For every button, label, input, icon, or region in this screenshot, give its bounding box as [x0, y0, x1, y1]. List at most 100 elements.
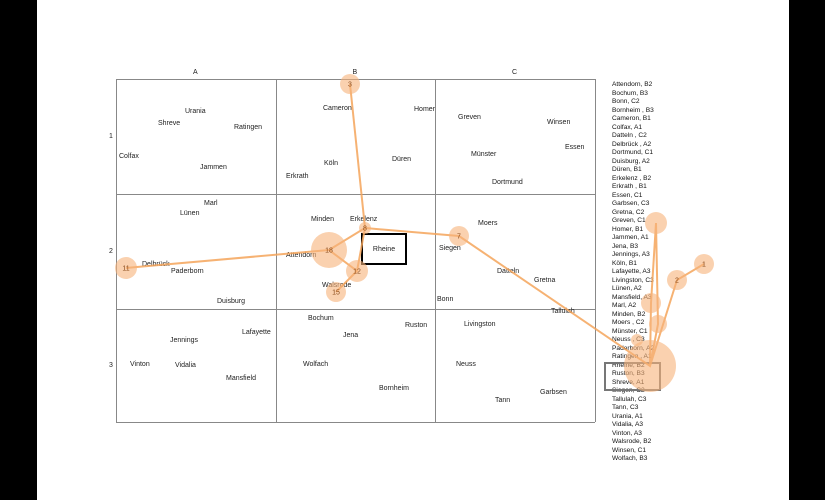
place-label[interactable]: Greven — [458, 114, 481, 121]
index-item[interactable]: Attendorn, B2 — [612, 81, 653, 88]
index-item[interactable]: Erkrath , B1 — [612, 183, 647, 190]
place-label[interactable]: Gretna — [534, 277, 556, 284]
scanpath-line — [125, 83, 705, 368]
index-item[interactable]: Garbsen, C3 — [612, 200, 650, 207]
place-label[interactable]: Jena — [343, 332, 359, 339]
index-item[interactable]: Neuss , C3 — [612, 336, 645, 343]
place-label[interactable]: Jammen — [200, 164, 227, 171]
index-item[interactable]: Jennings, A3 — [612, 251, 650, 258]
index-item[interactable]: Delbrück , A2 — [612, 140, 652, 148]
index-item[interactable]: Colfax, A1 — [612, 123, 643, 131]
index-item[interactable]: Marl, A2 — [612, 302, 637, 309]
index-item[interactable]: Greven, C1 — [612, 217, 646, 224]
index-item[interactable]: Winsen, C1 — [612, 446, 647, 454]
index-item[interactable]: Minden, B2 — [612, 310, 646, 318]
place-label[interactable]: Erkrath — [286, 173, 309, 180]
place-label[interactable]: Münster — [471, 151, 497, 158]
column-header: C — [512, 69, 518, 76]
place-label[interactable]: Garbsen — [540, 389, 567, 396]
index-item[interactable]: Vidalia, A3 — [612, 421, 644, 428]
place-label[interactable]: Lünen — [180, 210, 200, 217]
place-label[interactable]: Homer — [414, 106, 436, 113]
fixation-circle — [641, 293, 661, 313]
place-label[interactable]: Colfax — [119, 153, 139, 160]
index-item[interactable]: Gretna, C2 — [612, 208, 645, 216]
index-item[interactable]: Datteln , C2 — [612, 132, 647, 139]
index-item[interactable]: Moers , C2 — [612, 319, 645, 326]
place-label[interactable]: Dortmund — [492, 179, 523, 186]
index-item[interactable]: Jena, B3 — [612, 242, 639, 250]
place-label[interactable]: Mansfield — [226, 375, 256, 382]
index-item[interactable]: Tann, C3 — [612, 404, 639, 411]
place-label[interactable]: Siegen — [439, 245, 461, 252]
place-label[interactable]: Cameron — [323, 105, 352, 112]
index-item[interactable]: Duisburg, A2 — [612, 157, 650, 165]
index-item[interactable]: Vinton, A3 — [612, 429, 642, 437]
place-label[interactable]: Tallulah — [551, 308, 575, 315]
place-label[interactable]: Bonn — [437, 296, 454, 303]
place-label[interactable]: Winsen — [547, 119, 571, 126]
place-label[interactable]: Datteln — [497, 268, 520, 275]
fixation-circle — [645, 212, 667, 234]
place-label[interactable]: Köln — [324, 160, 339, 167]
grid-hline — [116, 194, 595, 195]
grid-vline — [276, 79, 277, 422]
index-item[interactable]: Bonn, C2 — [612, 98, 640, 105]
place-label[interactable]: Moers — [478, 220, 498, 227]
index-item[interactable]: Wolfach, B3 — [612, 455, 648, 462]
place-label[interactable]: Vidalia — [175, 362, 196, 369]
place-label[interactable]: Essen — [565, 144, 585, 151]
column-header: B — [352, 69, 358, 76]
index-item[interactable]: Köln, B1 — [612, 259, 637, 267]
index-item[interactable]: Lünen, A2 — [612, 285, 642, 292]
index-item[interactable]: Bochum, B3 — [612, 89, 648, 97]
fixation-number: 18 — [325, 248, 333, 255]
index-item[interactable]: Dortmund, C1 — [612, 149, 654, 156]
place-label[interactable]: Attendorn — [286, 252, 317, 259]
place-label[interactable]: Jennings — [170, 337, 199, 344]
place-label[interactable]: Lafayette — [242, 329, 271, 336]
fixation-number: 2 — [675, 278, 679, 285]
place-label[interactable]: Düren — [392, 156, 412, 163]
index-item[interactable]: Cameron, B1 — [612, 115, 651, 122]
fixation-circle — [694, 254, 714, 274]
place-label[interactable]: Wolfach — [303, 361, 329, 368]
fixation-circle — [359, 222, 371, 234]
place-label[interactable]: Marl — [204, 200, 218, 207]
place-label[interactable]: Minden — [311, 216, 334, 223]
fixation-number: 3 — [348, 82, 352, 89]
fixation-circle — [311, 232, 347, 268]
place-label[interactable]: Shreve — [158, 120, 181, 127]
place-label[interactable]: Ratingen — [234, 124, 263, 131]
place-label[interactable]: Bornheim — [379, 385, 409, 392]
place-label[interactable]: Ruston — [405, 322, 428, 329]
index-item[interactable]: Homer, B1 — [612, 225, 644, 233]
place-label[interactable]: Tann — [495, 397, 511, 404]
place-label[interactable]: Urania — [185, 108, 206, 115]
grid-vline — [595, 79, 596, 422]
index-item[interactable]: Walsrode, B2 — [612, 438, 652, 445]
index-item[interactable]: Jammen, A1 — [612, 234, 649, 241]
place-label[interactable]: Neuss — [456, 361, 476, 368]
place-label[interactable]: Vinton — [130, 361, 150, 368]
place-label[interactable]: Livingston — [464, 321, 496, 328]
index-item[interactable]: Shreve, A1 — [612, 378, 645, 386]
place-label[interactable]: Duisburg — [217, 298, 246, 305]
index-item[interactable]: Essen, C1 — [612, 191, 643, 199]
index-item[interactable]: Lafayette, A3 — [612, 268, 651, 275]
fixation-number: 8 — [363, 226, 367, 233]
index-item[interactable]: Urania, A1 — [612, 412, 643, 420]
index-item[interactable]: Bornheim , B3 — [612, 106, 654, 114]
index-item[interactable]: Düren, B1 — [612, 166, 642, 173]
index-item[interactable]: Mansfield, A3 — [612, 293, 652, 301]
index-item[interactable]: Erkelenz , B2 — [612, 174, 652, 182]
index-item[interactable]: Tallulah, C3 — [612, 395, 647, 403]
place-label[interactable]: Bochum — [308, 315, 334, 322]
row-header: 1 — [109, 132, 113, 140]
index-item[interactable]: Livingston, C3 — [612, 276, 654, 284]
index-item[interactable]: Münster, C1 — [612, 327, 648, 335]
place-label[interactable]: Paderborn — [171, 268, 204, 275]
fixation-circle — [624, 340, 676, 392]
scanpath-overlay: 3 8 18 12 15 11 7 2 1 — [115, 74, 714, 392]
